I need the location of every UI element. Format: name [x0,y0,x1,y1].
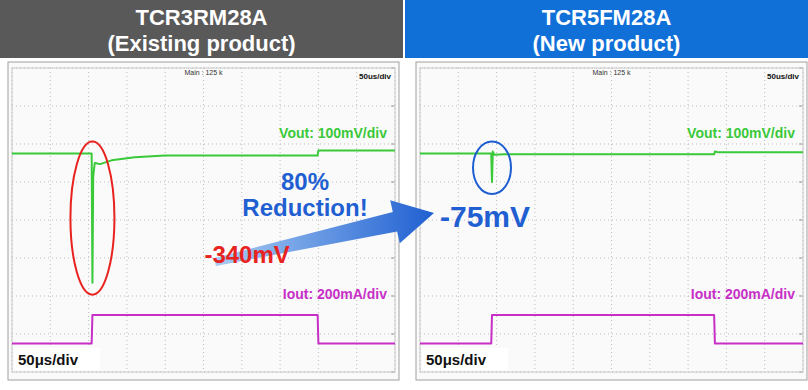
trace [420,315,803,344]
grid-line-y [420,334,803,335]
tick-y2 [391,182,395,183]
scope-screen [416,62,807,380]
title: TCR5FM28A [542,5,672,30]
tick-y2 [391,144,395,145]
comparison-text: 80% [281,168,329,195]
label-box [422,348,508,370]
tick-y2 [391,296,395,297]
tick-y2 [799,296,803,297]
tick-y2 [799,144,803,145]
traces [420,152,803,344]
tick-y2 [799,106,803,107]
tick-y2 [799,258,803,259]
trace [12,315,395,344]
header-bar [405,0,808,58]
grid-line-x [534,68,535,372]
highlight-ellipse [473,142,511,195]
subtitle: (New product) [533,31,681,56]
traces [12,150,395,343]
grid-line-y [12,334,395,335]
page: TCR3RM28A(Existing product) Vout: 100mV/d… [0,0,808,390]
scope-screen [8,62,399,380]
grid-line-y [420,182,803,183]
grid-line-y [420,144,803,145]
subtitle: (Existing product) [107,31,295,56]
scope-info: Main : 125 k [184,69,223,76]
trace [420,152,803,182]
grid-line-x [50,68,51,372]
grid-line-x [649,68,650,372]
x-label: 50μs/div [426,351,487,368]
grid-line-y [420,258,803,259]
tick-y2 [391,106,395,107]
grid-line-y [12,144,395,145]
scope-panel: TCR3RM28A(Existing product) Vout: 100mV/d… [0,0,403,380]
x-label: 50μs/div [18,351,79,368]
scope-timebase: 50us/div [767,72,800,81]
header-bar [0,0,403,58]
grid-line-x [726,68,727,372]
tick-y2 [391,334,395,335]
grid-line-y [420,106,803,107]
tick-y2 [799,182,803,183]
grid-line-x [126,68,127,372]
grid-line-y [12,106,395,107]
tick-y2 [391,258,395,259]
value-annotation: -75mV [440,200,530,233]
plot-frame [420,68,803,372]
grid-line-x [203,68,204,372]
tick-y2 [799,334,803,335]
scope-panel: TCR5FM28A(New product) Vout: 100mV/div Iou… [405,0,808,380]
plot-frame [12,68,395,372]
series-label: Iout: 200mA/div [283,286,387,302]
label-box [14,348,100,370]
grid-line-x [611,68,612,372]
grid-line-y [12,182,395,183]
series-label: Vout: 100mV/div [279,125,387,141]
series-label: Vout: 100mV/div [687,125,795,141]
title: TCR3RM28A [135,5,267,30]
comparison-text: Reduction! [242,194,367,221]
scope-info: Main : 125 k [592,69,631,76]
value-annotation: -340mV [204,241,289,268]
series-label: Iout: 200mA/div [691,286,795,302]
scope-timebase: 50us/div [359,72,392,81]
tick-y2 [799,220,803,221]
highlight-ellipse [70,142,114,295]
